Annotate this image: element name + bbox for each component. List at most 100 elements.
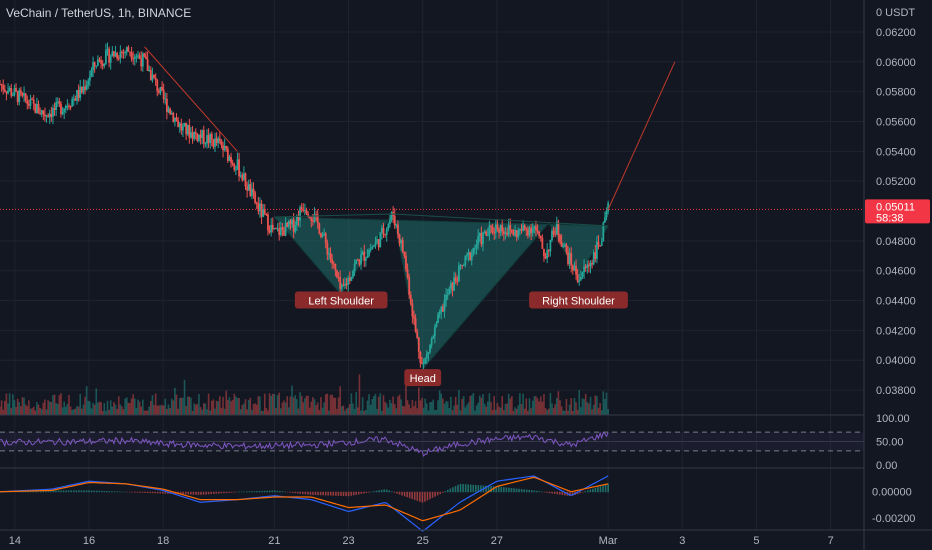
macd-histogram-bar xyxy=(467,484,469,493)
candle-body xyxy=(470,253,473,261)
candle-body xyxy=(607,203,610,212)
candle-body xyxy=(58,101,61,104)
volume-bar xyxy=(512,410,515,415)
volume-bar xyxy=(581,398,584,415)
candle-body xyxy=(153,74,155,78)
candle-body xyxy=(206,135,208,144)
candle-body xyxy=(510,229,513,233)
volume-bar xyxy=(135,407,138,415)
candle-body xyxy=(182,126,184,131)
candle-body xyxy=(543,248,545,257)
volume-bar xyxy=(125,397,128,415)
volume-bar xyxy=(191,410,194,415)
candle-body xyxy=(122,52,125,54)
macd-histogram-bar xyxy=(78,490,80,493)
volume-bar xyxy=(73,409,75,415)
volume-bar xyxy=(442,398,444,415)
candle-body xyxy=(555,221,558,235)
macd-histogram-bar xyxy=(340,491,342,496)
candle-body xyxy=(400,240,403,244)
volume-bar xyxy=(538,401,540,415)
macd-histogram-bar xyxy=(116,491,118,493)
volume-bar xyxy=(161,404,163,415)
volume-bar xyxy=(390,403,393,415)
candle-body xyxy=(573,265,576,271)
volume-bar xyxy=(604,399,606,415)
candle-body xyxy=(260,203,263,217)
price-tick-label: 0.04800 xyxy=(876,236,916,248)
candle-body xyxy=(528,227,531,236)
candle-body xyxy=(48,113,51,118)
candle-body xyxy=(275,228,277,230)
candle-body xyxy=(336,270,338,277)
candle-body xyxy=(157,91,160,93)
volume-bar xyxy=(363,410,366,415)
candle-body xyxy=(560,241,563,247)
candle-body xyxy=(451,283,454,291)
candle-body xyxy=(329,253,332,259)
candle-body xyxy=(230,156,232,163)
macd-histogram-bar xyxy=(469,484,472,493)
volume-bar xyxy=(169,407,171,415)
candle-body xyxy=(178,123,181,127)
macd-histogram-bar xyxy=(444,491,447,493)
volume-bar xyxy=(249,397,252,415)
candle-body xyxy=(445,294,447,301)
volume-bar xyxy=(596,395,598,415)
macd-histogram-bar xyxy=(513,488,515,493)
candle-body xyxy=(196,133,199,141)
volume-bar xyxy=(129,403,131,415)
candle-body xyxy=(165,98,168,112)
macd-histogram-bar xyxy=(286,491,289,493)
volume-bar xyxy=(34,410,37,415)
macd-histogram-bar xyxy=(581,491,584,493)
volume-bar xyxy=(259,396,261,415)
candle-body xyxy=(234,169,237,171)
candle-body xyxy=(390,212,393,220)
candle-body xyxy=(92,62,94,71)
macd-histogram-bar xyxy=(419,491,421,502)
price-tick-label: 0.04200 xyxy=(876,325,916,337)
volume-bar xyxy=(211,400,213,415)
macd-histogram-bar xyxy=(238,491,240,493)
volume-bar xyxy=(320,397,322,415)
volume-bar xyxy=(247,400,250,415)
candle-body xyxy=(397,224,399,235)
volume-bar xyxy=(4,400,6,415)
rsi-tick-label: 50.00 xyxy=(876,437,904,449)
candles[interactable] xyxy=(0,42,610,371)
volume-bar xyxy=(276,395,279,415)
volume-bar xyxy=(270,395,272,415)
volume-bar xyxy=(219,396,221,415)
candle-body xyxy=(308,216,311,218)
volume-bar xyxy=(236,398,239,415)
candle-body xyxy=(583,266,585,273)
volume-bar xyxy=(607,409,609,415)
candle-body xyxy=(31,99,33,101)
candle-body xyxy=(130,52,133,59)
candle-body xyxy=(292,219,295,232)
volume-bar xyxy=(564,410,566,415)
volume-bar xyxy=(523,408,526,415)
volume-bar xyxy=(145,410,147,415)
volume-bar xyxy=(475,405,478,415)
macd-histogram-bar xyxy=(375,490,378,493)
candle-body xyxy=(347,277,350,285)
time-tick-label: 18 xyxy=(157,535,169,547)
macd-histogram-bar xyxy=(215,491,218,494)
candle-body xyxy=(488,225,491,235)
macd-histogram-bar xyxy=(167,491,169,494)
volume-bar xyxy=(525,398,528,415)
candle-body xyxy=(310,217,313,222)
macd-histogram-bar xyxy=(487,485,490,493)
candle-body xyxy=(462,265,465,267)
candle-body xyxy=(551,230,553,240)
candle-body xyxy=(563,244,566,247)
macd-histogram-bar xyxy=(299,491,302,494)
annotations: Left Shoulder Head Right Shoulder xyxy=(0,46,864,387)
candle-body xyxy=(113,51,115,57)
volume-bar xyxy=(340,406,343,415)
volume-bar xyxy=(599,403,601,415)
volume-bar xyxy=(74,408,77,415)
